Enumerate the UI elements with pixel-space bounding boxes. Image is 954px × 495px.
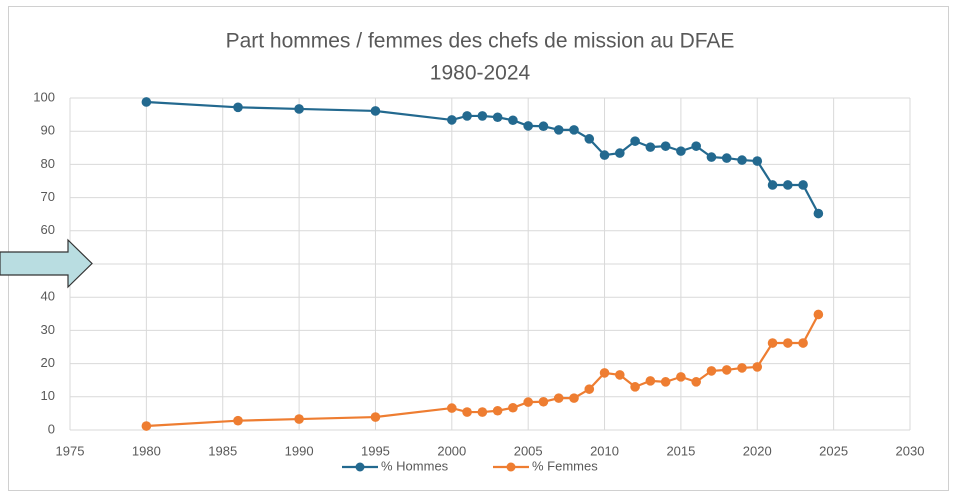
x-tick-label: 2025	[819, 443, 848, 458]
data-point	[706, 152, 717, 162]
data-point	[721, 153, 732, 163]
data-point	[294, 414, 304, 424]
data-point	[553, 393, 564, 403]
data-point	[630, 382, 640, 392]
data-point	[569, 125, 579, 135]
data-point	[737, 363, 747, 373]
x-tick-label: 2005	[514, 443, 543, 458]
data-point	[447, 115, 457, 125]
data-point	[477, 407, 488, 417]
data-point	[752, 362, 763, 372]
data-point	[462, 111, 472, 121]
data-point	[294, 104, 304, 114]
x-tick-label: 1995	[361, 443, 390, 458]
data-point	[599, 368, 610, 378]
legend-marker	[506, 462, 516, 472]
data-point	[798, 338, 808, 348]
x-tick-label: 1980	[132, 443, 161, 458]
y-tick-label: 90	[41, 123, 55, 138]
data-point	[370, 106, 381, 116]
x-tick-label: 1975	[56, 443, 85, 458]
data-point	[233, 102, 243, 113]
data-point	[660, 377, 671, 387]
data-point	[553, 125, 564, 135]
legend: % Hommes % Femmes	[342, 458, 598, 473]
data-point	[233, 415, 243, 426]
data-point	[584, 134, 595, 144]
data-point	[477, 111, 488, 121]
data-point	[752, 156, 763, 166]
data-point	[676, 146, 686, 156]
data-point	[370, 412, 381, 422]
chart-title: Part hommes / femmes des chefs de missio…	[226, 30, 735, 53]
data-point	[691, 377, 701, 387]
data-point	[584, 384, 595, 394]
x-tick-label: 2015	[666, 443, 695, 458]
arrow	[0, 238, 93, 289]
data-point	[523, 121, 533, 131]
data-point	[141, 97, 152, 107]
data-point	[645, 376, 656, 386]
plot: 0102030405060708090100197519801985199019…	[33, 89, 924, 458]
data-point	[492, 112, 503, 123]
data-point	[706, 366, 717, 376]
data-point	[615, 148, 625, 158]
data-point	[523, 397, 533, 407]
data-point	[492, 405, 503, 416]
data-point	[798, 180, 808, 190]
data-point	[462, 407, 472, 417]
data-point	[538, 396, 549, 407]
data-point	[767, 338, 778, 348]
data-point	[737, 155, 747, 165]
data-point	[813, 309, 824, 320]
x-tick-label: 2020	[743, 443, 772, 458]
legend-label: % Hommes	[381, 458, 449, 473]
x-tick-label: 2000	[437, 443, 466, 458]
y-tick-label: 60	[41, 222, 55, 237]
x-tick-label: 1985	[208, 443, 237, 458]
data-point	[645, 142, 656, 152]
data-point	[615, 370, 625, 380]
x-tick-label: 2010	[590, 443, 619, 458]
data-point	[660, 141, 671, 151]
data-point	[691, 141, 701, 151]
y-tick-label: 40	[41, 289, 55, 304]
data-point	[599, 150, 610, 160]
data-point	[783, 180, 793, 190]
data-point	[783, 338, 793, 348]
y-tick-label: 30	[41, 322, 55, 337]
data-point	[630, 136, 640, 146]
data-point	[767, 180, 778, 190]
chart-subtitle: 1980-2024	[430, 62, 531, 85]
x-tick-label: 2030	[896, 443, 925, 458]
data-point	[508, 402, 518, 413]
y-tick-label: 100	[33, 89, 55, 104]
data-point	[508, 115, 518, 126]
y-tick-label: 20	[41, 355, 55, 370]
y-tick-label: 10	[41, 388, 55, 403]
data-point	[538, 121, 549, 132]
data-point	[813, 208, 824, 219]
data-point	[447, 403, 457, 413]
y-tick-label: 70	[41, 189, 55, 204]
data-point	[141, 421, 152, 431]
data-point	[721, 365, 732, 375]
legend-label: % Femmes	[532, 458, 598, 473]
y-tick-label: 0	[48, 421, 55, 436]
data-point	[569, 393, 579, 403]
y-tick-label: 80	[41, 156, 55, 171]
x-tick-label: 1990	[285, 443, 314, 458]
data-point	[676, 372, 686, 382]
legend-marker	[355, 462, 365, 472]
